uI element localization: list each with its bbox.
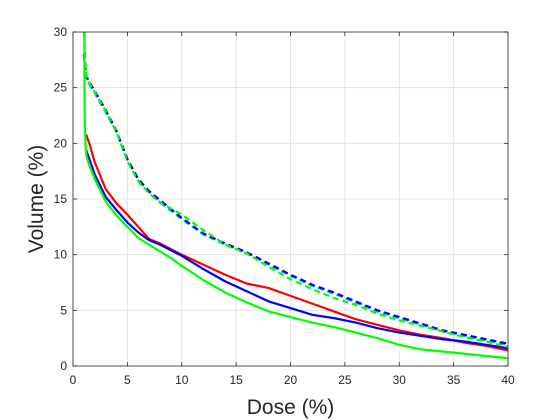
y-tick-label: 30: [54, 25, 68, 39]
x-tick-label: 30: [393, 373, 407, 387]
y-tick-label: 0: [60, 359, 67, 373]
tick-labels: 0 5 10 15 20 25 30 35 40 0 5 10 15 20 25 30: [54, 25, 515, 387]
solid-series-line-0: [85, 134, 508, 352]
x-tick-label: 25: [338, 373, 352, 387]
dashed-series-line-5: [82, 32, 508, 349]
x-tick-label: 5: [124, 373, 131, 387]
x-axis-label: Dose (%): [247, 396, 335, 419]
solid-series-line-2: [84, 154, 508, 360]
series-lines: [82, 32, 508, 360]
x-tick-label: 40: [501, 373, 515, 387]
dashed-series-line-4: [82, 54, 508, 345]
x-tick-label: 20: [284, 373, 298, 387]
solid-series-line-1: [85, 149, 508, 350]
x-tick-label: 0: [70, 373, 77, 387]
y-tick-label: 25: [54, 81, 68, 95]
x-tick-label: 35: [447, 373, 461, 387]
axes: [72, 31, 509, 367]
y-axis-label: Volume (%): [25, 145, 48, 254]
x-tick-label: 10: [175, 373, 189, 387]
y-tick-label: 15: [54, 192, 68, 206]
y-tick-label: 20: [54, 136, 68, 150]
solid-series-line-6: [83, 32, 88, 155]
x-tick-label: 15: [229, 373, 243, 387]
y-tick-label: 5: [60, 303, 67, 317]
y-tick-label: 10: [54, 248, 68, 262]
